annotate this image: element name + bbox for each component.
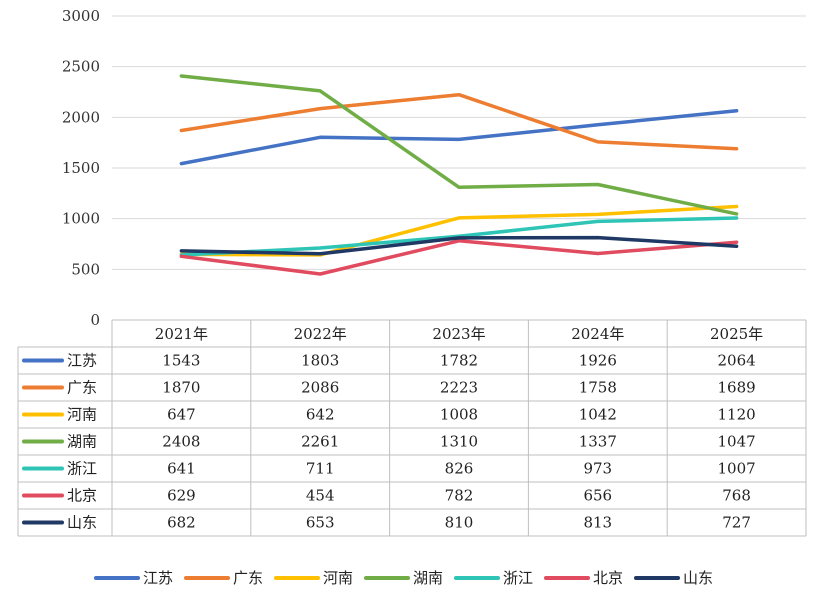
y-tick-label: 500	[71, 260, 100, 278]
data-label: 2261	[301, 433, 339, 451]
data-label: 1337	[579, 433, 617, 451]
gridlines	[112, 15, 806, 270]
x-tick-label: 2021年	[155, 325, 208, 343]
table-row-label: 山东	[67, 514, 97, 532]
data-label: 813	[583, 514, 612, 532]
data-label: 782	[445, 487, 474, 505]
data-label: 711	[306, 460, 335, 478]
data-label: 1803	[301, 352, 339, 370]
data-label: 1926	[579, 352, 617, 370]
x-tick-label: 2025年	[710, 325, 763, 343]
table-row-label: 江苏	[67, 352, 97, 370]
y-tick-label: 2000	[62, 108, 100, 126]
data-label: 810	[445, 514, 474, 532]
data-label: 1782	[440, 352, 478, 370]
y-tick-label: 0	[90, 311, 100, 329]
y-tick-label: 3000	[62, 7, 100, 25]
legend-label: 北京	[593, 569, 623, 587]
legend: 江苏 广东 河南 湖南 浙江 北京 山东	[94, 569, 713, 587]
table-row-label: 北京	[67, 487, 97, 505]
data-label: 454	[306, 487, 335, 505]
table-row-label: 河南	[67, 406, 97, 424]
data-label: 1120	[718, 406, 756, 424]
legend-label: 山东	[683, 569, 713, 587]
data-label: 647	[167, 406, 196, 424]
data-label: 1007	[718, 460, 756, 478]
data-label: 826	[445, 460, 474, 478]
data-label: 2408	[162, 433, 200, 451]
data-label: 1310	[440, 433, 478, 451]
legend-label: 河南	[323, 569, 353, 587]
data-label: 653	[306, 514, 335, 532]
table-row-label: 浙江	[67, 460, 97, 478]
data-label: 641	[167, 460, 196, 478]
y-tick-label: 2500	[62, 58, 100, 76]
data-label: 1008	[440, 406, 478, 424]
legend-label: 湖南	[413, 569, 443, 587]
table-row-label: 湖南	[67, 433, 97, 451]
data-label: 1042	[579, 406, 617, 424]
x-tick-label: 2023年	[432, 325, 485, 343]
legend-label: 江苏	[143, 569, 173, 587]
x-tick-label: 2022年	[294, 325, 347, 343]
y-axis: 0 500 1000 1500 2000 2500 3000	[62, 7, 100, 329]
data-label: 727	[722, 514, 751, 532]
table-row-label: 广东	[67, 379, 97, 397]
data-label: 629	[167, 487, 196, 505]
data-label: 1047	[718, 433, 756, 451]
legend-label: 广东	[233, 569, 263, 587]
y-tick-label: 1000	[62, 210, 100, 228]
data-label: 1543	[162, 352, 200, 370]
data-label: 1758	[579, 379, 617, 397]
series-lines	[179, 74, 739, 276]
data-label: 2223	[440, 379, 478, 397]
data-label: 642	[306, 406, 335, 424]
data-label: 768	[722, 487, 751, 505]
y-tick-label: 1500	[62, 159, 100, 177]
x-tick-label: 2024年	[571, 325, 624, 343]
data-label: 2064	[718, 352, 756, 370]
data-label: 1689	[718, 379, 756, 397]
data-label: 682	[167, 514, 196, 532]
data-label: 973	[583, 460, 612, 478]
data-label: 2086	[301, 379, 339, 397]
data-label: 1870	[162, 379, 200, 397]
legend-label: 浙江	[503, 569, 533, 587]
data-label: 656	[583, 487, 612, 505]
